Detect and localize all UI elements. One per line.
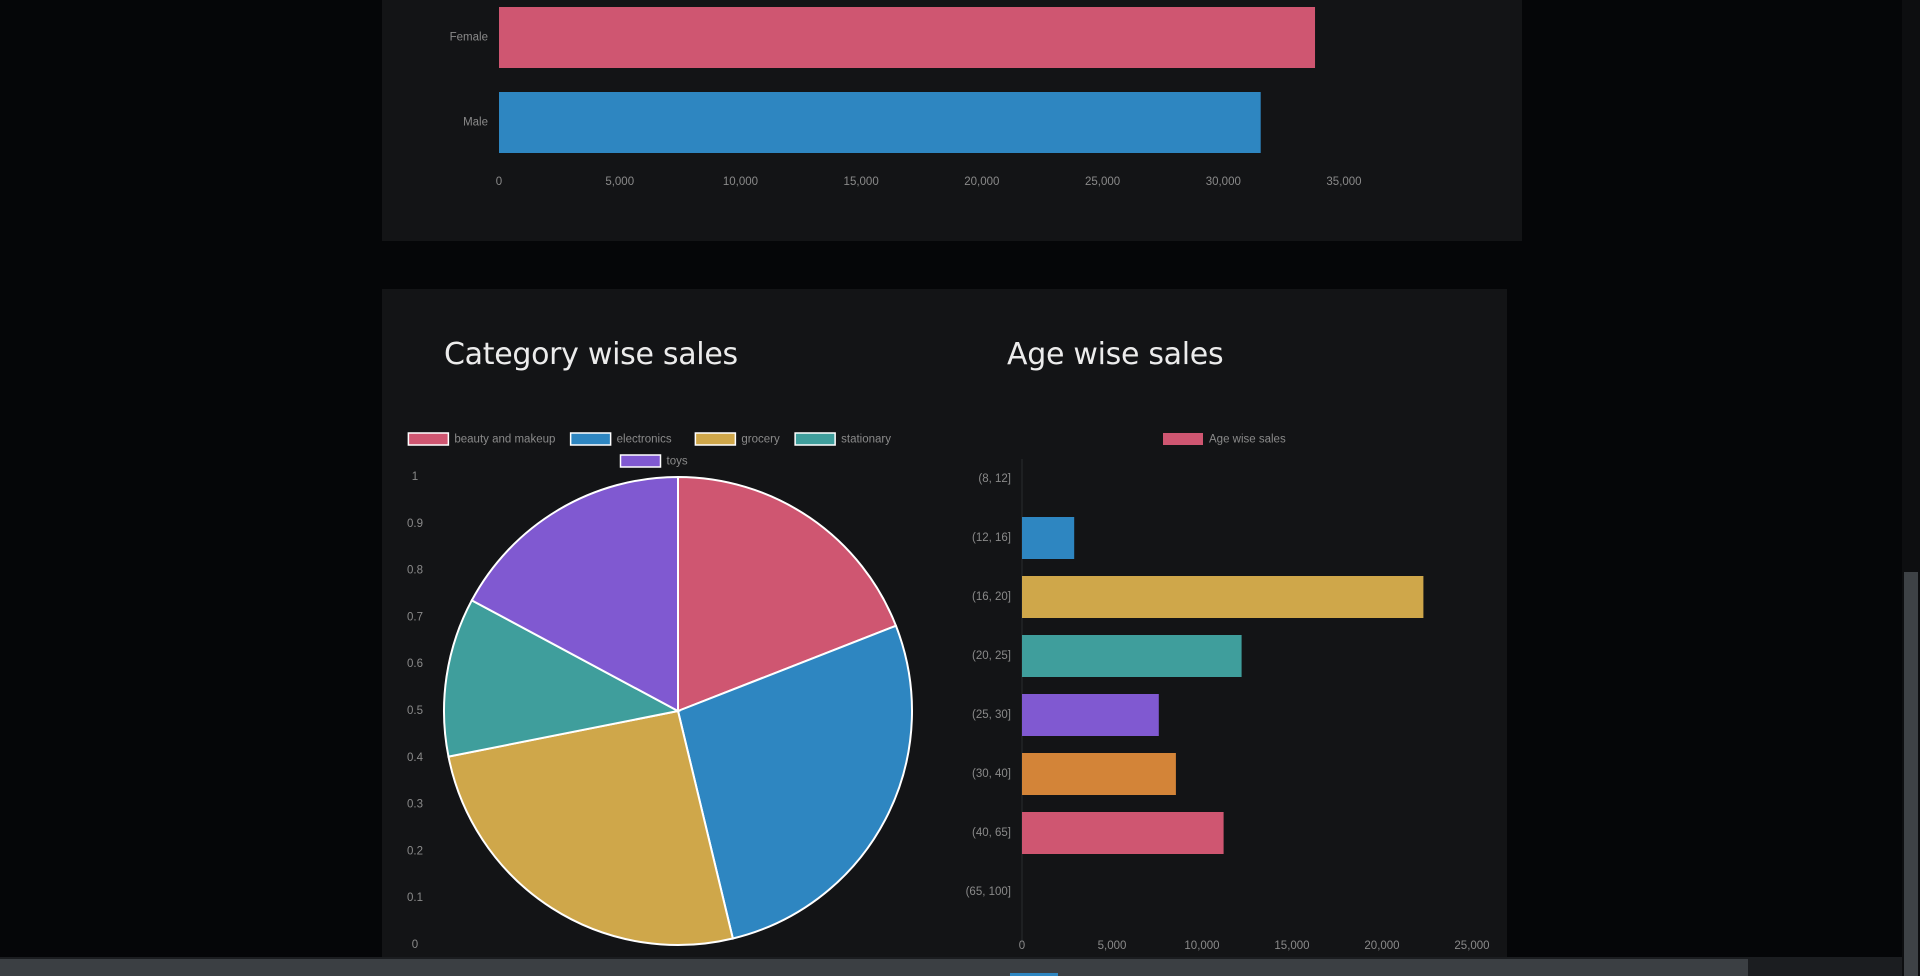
gender-category-label: Female bbox=[450, 32, 488, 44]
category-legend-label: electronics bbox=[617, 434, 672, 446]
age-bar[interactable] bbox=[1022, 576, 1424, 618]
age-bar[interactable] bbox=[1022, 517, 1075, 559]
pie-slice-stationary[interactable] bbox=[443, 598, 681, 758]
legend-swatch bbox=[794, 432, 836, 446]
age-category-label: (30, 40] bbox=[972, 768, 1011, 780]
age-bar[interactable] bbox=[1022, 753, 1176, 795]
age-category-label: (40, 65] bbox=[972, 827, 1011, 839]
gender-x-tick-label: 5,000 bbox=[605, 176, 634, 188]
legend-swatch bbox=[619, 454, 662, 468]
category-legend-item[interactable]: grocery bbox=[694, 432, 780, 446]
age-category-label: (20, 25] bbox=[972, 650, 1011, 662]
age-legend-item[interactable]: Age wise sales bbox=[1163, 433, 1286, 446]
category-legend-label: toys bbox=[667, 456, 688, 468]
gender-x-tick-label: 0 bbox=[496, 176, 502, 188]
age-legend-label: Age wise sales bbox=[1209, 434, 1286, 446]
category-y-tick-label: 0.8 bbox=[407, 565, 423, 577]
category-y-tick-label: 0.9 bbox=[407, 518, 423, 530]
gender-x-tick-label: 10,000 bbox=[723, 176, 758, 188]
category-legend-item[interactable]: beauty and makeup bbox=[407, 432, 555, 446]
age-bar[interactable] bbox=[1022, 812, 1224, 854]
age-x-tick-label: 0 bbox=[1019, 940, 1025, 952]
age-category-label: (65, 100] bbox=[966, 886, 1011, 898]
legend-swatch bbox=[1163, 433, 1203, 445]
category-legend-item[interactable]: toys bbox=[619, 454, 688, 468]
gender-x-tick-label: 35,000 bbox=[1326, 176, 1361, 188]
category-legend-item[interactable]: electronics bbox=[569, 432, 672, 446]
category-legend-label: beauty and makeup bbox=[454, 434, 555, 446]
scroll-indicator-mark bbox=[1010, 973, 1058, 976]
age-category-label: (12, 16] bbox=[972, 532, 1011, 544]
horizontal-scrollbar-thumb[interactable] bbox=[0, 959, 1748, 976]
category-y-tick-label: 0.6 bbox=[407, 658, 423, 670]
gender-x-tick-label: 15,000 bbox=[844, 176, 879, 188]
pie-slice-grocery[interactable] bbox=[447, 709, 735, 946]
age-bar[interactable] bbox=[1022, 694, 1159, 736]
category-y-tick-label: 0.5 bbox=[407, 705, 423, 717]
gender-category-label: Male bbox=[463, 117, 488, 129]
age-chart-title: Age wise sales bbox=[1007, 337, 1224, 372]
pie-slice-toys[interactable] bbox=[470, 475, 679, 713]
legend-swatch bbox=[569, 432, 612, 446]
category-y-tick-label: 0.7 bbox=[407, 611, 423, 623]
legend-swatch bbox=[407, 432, 450, 446]
category-y-tick-label: 0.2 bbox=[407, 845, 423, 857]
age-x-tick-label: 5,000 bbox=[1098, 940, 1127, 952]
category-chart-title: Category wise sales bbox=[444, 337, 738, 372]
age-x-tick-label: 20,000 bbox=[1364, 940, 1399, 952]
gender-chart-panel: Female Male 0 5,000 10,000 15,000 20,000 25,00… bbox=[382, 0, 1522, 241]
gender-bar-female[interactable] bbox=[499, 7, 1316, 68]
gender-bar-chart: Female Male 0 5,000 10,000 15,000 20,000 25,00… bbox=[450, 7, 1362, 188]
category-y-tick-label: 1 bbox=[412, 471, 418, 483]
category-pie-chart: beauty and makeup electronics grocery stati… bbox=[407, 432, 913, 951]
category-legend-item[interactable]: stationary bbox=[794, 432, 891, 446]
gender-x-tick-label: 25,000 bbox=[1085, 176, 1120, 188]
pie-slice-electronics[interactable] bbox=[676, 624, 913, 940]
category-y-tick-label: 0.4 bbox=[407, 752, 424, 764]
pie-slice-beauty-and-makeup[interactable] bbox=[677, 475, 898, 713]
category-legend-label: stationary bbox=[841, 434, 891, 446]
age-category-label: (16, 20] bbox=[972, 591, 1011, 603]
age-category-label: (25, 30] bbox=[972, 709, 1011, 721]
age-x-tick-label: 10,000 bbox=[1184, 940, 1219, 952]
bottom-charts-panel: Category wise sales Age wise sales beaut… bbox=[382, 289, 1507, 976]
age-bar-chart: Age wise sales (8, 12] (12, 16] (16, 20] (2… bbox=[966, 433, 1490, 952]
vertical-scrollbar-thumb[interactable] bbox=[1904, 572, 1918, 976]
category-legend-label: grocery bbox=[741, 434, 780, 446]
age-category-label: (8, 12] bbox=[978, 473, 1011, 485]
legend-swatch bbox=[694, 432, 737, 446]
age-bar[interactable] bbox=[1022, 635, 1242, 677]
gender-bar-male[interactable] bbox=[499, 92, 1261, 153]
category-y-tick-label: 0 bbox=[412, 939, 418, 951]
gender-x-tick-label: 30,000 bbox=[1206, 176, 1241, 188]
age-x-tick-label: 25,000 bbox=[1454, 940, 1489, 952]
category-y-tick-label: 0.1 bbox=[407, 892, 423, 904]
age-x-tick-label: 15,000 bbox=[1274, 940, 1309, 952]
gender-x-tick-label: 20,000 bbox=[964, 176, 999, 188]
category-y-tick-label: 0.3 bbox=[407, 799, 423, 811]
